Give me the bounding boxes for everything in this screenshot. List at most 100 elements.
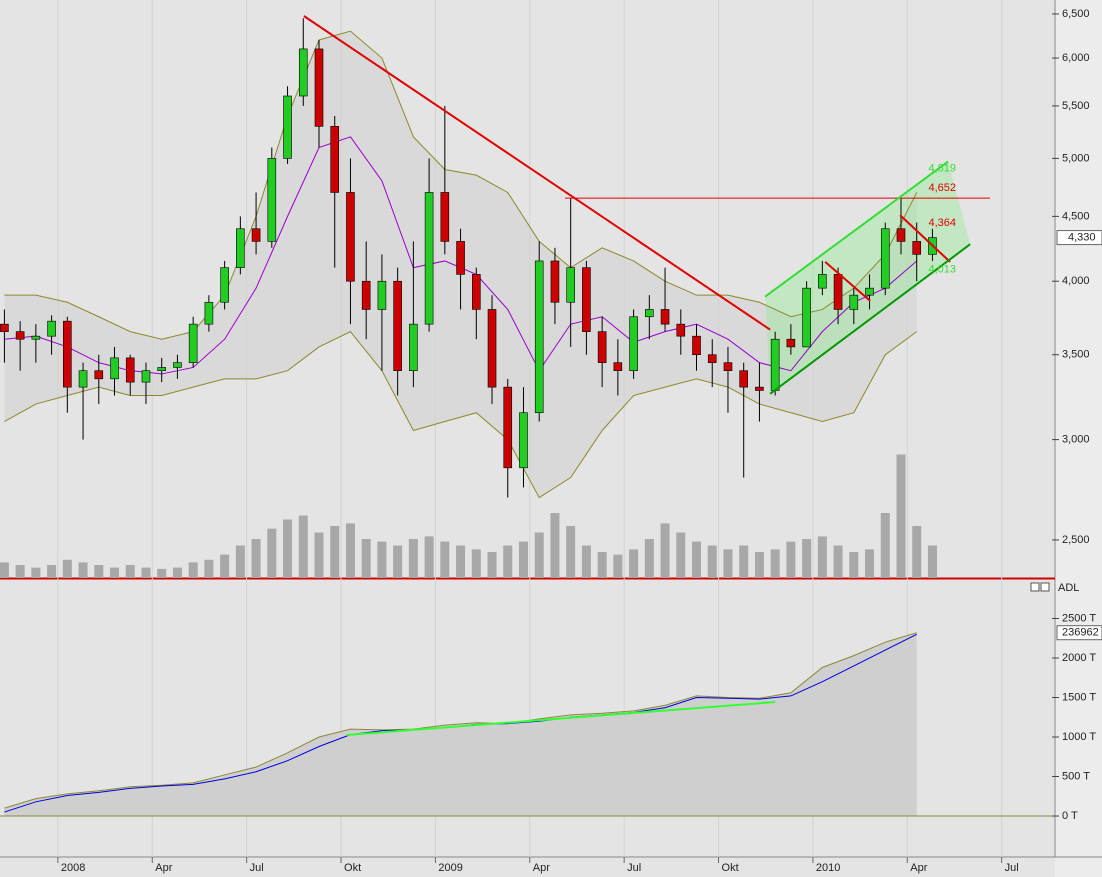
candle-body	[566, 267, 575, 303]
x-tick-label: Jul	[1005, 862, 1019, 874]
candle-body	[267, 158, 277, 242]
x-tick-label: 2008	[61, 862, 85, 874]
volume-bar	[550, 513, 560, 578]
volume-bar	[534, 532, 544, 578]
level-label: 4,652	[928, 182, 956, 194]
y-tick-label: 2000 T	[1062, 652, 1096, 664]
candle-body	[188, 323, 198, 363]
candle-body	[550, 260, 560, 303]
candle-body	[393, 280, 402, 371]
candle-body	[298, 48, 308, 97]
trendline	[899, 214, 951, 263]
candle-body	[125, 357, 135, 383]
x-tick-label: Jul	[627, 862, 641, 874]
candle-body	[912, 241, 922, 255]
trendline	[824, 261, 871, 302]
volume-bar	[424, 536, 434, 578]
candle-body	[503, 386, 513, 469]
y-tick-label: 5,000	[1062, 152, 1090, 164]
x-tick-label: Apr	[910, 862, 927, 874]
panel-close[interactable]	[1040, 582, 1050, 592]
candle-body	[204, 301, 214, 325]
volume-bar	[644, 539, 654, 578]
volume-bar	[849, 552, 859, 578]
volume-bar	[330, 526, 340, 578]
level-label: 4,364	[928, 217, 956, 229]
volume-bar	[172, 567, 182, 578]
candle-body	[471, 274, 481, 310]
panel-title: ADL	[1058, 582, 1079, 594]
volume-bar	[487, 552, 497, 578]
volume-bar	[235, 545, 245, 578]
volume-bar	[518, 541, 528, 578]
candle-body	[424, 192, 434, 325]
volume-bar	[314, 532, 324, 578]
candle-body	[723, 362, 733, 371]
volume-bar	[204, 559, 214, 578]
candle-body	[786, 338, 796, 348]
y-tick-label: 6,500	[1062, 8, 1090, 20]
volume-bar	[503, 545, 513, 578]
candle-body	[865, 287, 874, 296]
y-tick-label: 1000 T	[1062, 731, 1096, 743]
volume-bar	[377, 541, 387, 578]
candle-body	[377, 280, 387, 310]
volume-bar	[47, 565, 57, 578]
y-tick-label: 0 T	[1062, 810, 1078, 822]
volume-bar	[188, 562, 198, 578]
candle-body	[755, 386, 764, 391]
volume-bar	[927, 545, 937, 578]
trendline	[764, 160, 949, 298]
candle-body	[849, 294, 859, 310]
volume-bar	[896, 454, 906, 578]
volume-bar	[613, 554, 623, 578]
candle-body	[582, 267, 591, 332]
candle-body	[645, 309, 654, 318]
candle-body	[15, 331, 25, 340]
candle-body	[0, 323, 9, 332]
y-tick-label: 3,000	[1062, 433, 1090, 445]
candle-body	[597, 331, 607, 363]
y-tick-label: 2,500	[1062, 534, 1090, 546]
volume-bar	[723, 549, 733, 578]
candle-body	[880, 228, 890, 289]
candle-body	[770, 338, 780, 391]
candle-body	[283, 95, 292, 159]
x-tick-label: Jul	[250, 862, 264, 874]
candle-body	[833, 274, 843, 310]
adl-line	[4, 632, 917, 809]
candle-body	[896, 228, 906, 242]
candle-body	[236, 228, 245, 268]
current-value-box	[1056, 625, 1102, 641]
volume-bar	[15, 565, 25, 578]
channel-fill	[765, 161, 971, 394]
panel-button[interactable]	[1030, 582, 1040, 592]
x-tick-label: Apr	[155, 862, 172, 874]
volume-bar	[78, 562, 88, 578]
volume-bar	[62, 559, 72, 578]
axis-panel	[1055, 0, 1102, 877]
candle-body	[110, 357, 119, 380]
volume-bar	[770, 549, 780, 578]
x-tick-label: Apr	[533, 862, 550, 874]
volume-bar	[251, 539, 261, 578]
volume-bar	[817, 536, 827, 578]
candle-body	[519, 412, 528, 469]
y-tick-label: 4,500	[1062, 210, 1090, 222]
indicator-line	[4, 331, 918, 499]
candle-body	[173, 362, 182, 368]
volume-bar	[456, 545, 466, 578]
candle-body	[157, 367, 167, 371]
volume-bar	[880, 513, 890, 578]
volume-bar	[566, 526, 576, 578]
volume-bar	[110, 567, 120, 578]
last-price-label: 4,330	[1068, 231, 1096, 243]
candle-body	[94, 370, 104, 380]
candle-body	[220, 267, 229, 303]
volume-bar	[125, 565, 135, 578]
volume-bar	[94, 565, 104, 578]
volume-bar	[408, 539, 418, 578]
volume-bar	[141, 567, 151, 578]
current-value-label: 236962	[1062, 627, 1099, 639]
